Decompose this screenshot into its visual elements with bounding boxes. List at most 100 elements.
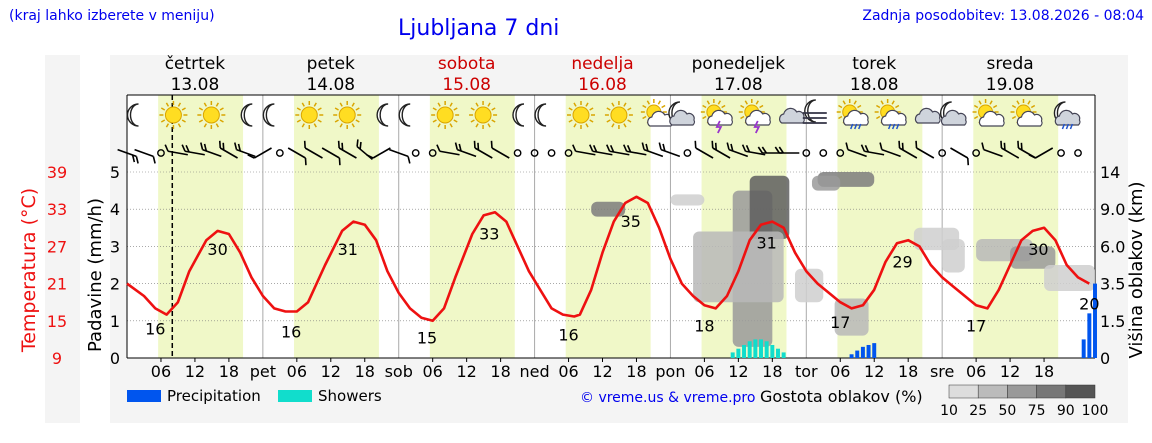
sun-disk xyxy=(164,106,182,124)
temperature-value-label: 17 xyxy=(966,316,986,335)
wind-barb-feather xyxy=(356,139,359,147)
cloud-shape xyxy=(707,109,733,126)
x-hour-tick: 18 xyxy=(1034,362,1054,381)
sun-ray xyxy=(339,123,343,128)
sun-ray xyxy=(203,102,207,107)
sun-ray xyxy=(203,123,207,128)
sun-ray xyxy=(215,102,219,107)
wind-calm-marker xyxy=(157,149,165,157)
day-date: 18.08 xyxy=(850,75,899,95)
sun-ray xyxy=(181,107,186,111)
wind-barb xyxy=(134,148,156,164)
x-hour-tick: 06 xyxy=(558,362,578,381)
cloud-shape xyxy=(978,110,1005,127)
sun-ray xyxy=(989,100,993,105)
sun-ray xyxy=(585,102,589,107)
sun-ray xyxy=(876,115,881,120)
wind-barb xyxy=(898,140,918,159)
wind-barb-feather xyxy=(341,142,344,151)
wind-barb-shaft xyxy=(389,148,409,158)
wind-barb xyxy=(473,140,493,159)
moon-crescent xyxy=(804,99,816,123)
sun-ray xyxy=(740,104,745,109)
wind-barb-shaft xyxy=(167,150,188,156)
wind-barb xyxy=(181,144,205,156)
sun-disk xyxy=(436,106,454,124)
cloud-shape xyxy=(843,109,869,126)
precip-tick-label: 1 xyxy=(110,312,120,331)
temperature-axis-title: Temperatura (°C) xyxy=(18,188,40,353)
cloud-shape xyxy=(1016,110,1043,127)
wind-barb-feather xyxy=(473,140,476,149)
sun-ray xyxy=(475,102,479,107)
rain-drop xyxy=(1069,123,1074,130)
sun-ray xyxy=(1016,100,1020,105)
sun-ray xyxy=(623,123,627,128)
day-date: 19.08 xyxy=(986,75,1035,95)
temperature-tick-label: 27 xyxy=(47,237,67,256)
sun-cloud-icon xyxy=(972,99,1005,127)
sun-ray xyxy=(165,102,170,107)
wind-barb xyxy=(1000,140,1020,159)
sun-ray xyxy=(475,123,479,128)
cloud-area xyxy=(1044,265,1095,292)
sun-storm-icon xyxy=(738,99,771,134)
wind-barb-feather xyxy=(622,144,628,152)
sun-ray xyxy=(198,119,204,123)
sun-disk xyxy=(202,106,220,124)
sun-ray xyxy=(487,102,491,107)
wind-barb-feather xyxy=(901,142,904,151)
wind-barb xyxy=(164,144,188,156)
wind-barb-feather xyxy=(366,154,374,159)
wind-barb-feather xyxy=(185,145,190,153)
wind-barb xyxy=(845,142,867,158)
wind-calm-marker xyxy=(836,149,845,157)
sun-ray xyxy=(992,104,998,109)
wind-barb-feather xyxy=(845,142,849,150)
sun-ray xyxy=(721,104,726,109)
wind-barb xyxy=(950,147,970,166)
sun-ray xyxy=(842,100,846,105)
sun-ray xyxy=(1011,104,1017,109)
sun-ray xyxy=(973,115,979,120)
moon-icon xyxy=(512,103,525,127)
sun-ray xyxy=(165,123,170,128)
x-hour-tick: 18 xyxy=(898,362,918,381)
region-hint[interactable]: (kraj lahko izberete v meniju) xyxy=(9,8,215,24)
wind-barb-feather xyxy=(436,144,441,152)
x-hour-tick: 06 xyxy=(287,362,307,381)
sun-ray xyxy=(296,119,301,123)
wind-barb-feather xyxy=(606,144,611,152)
sun-ray xyxy=(585,123,589,128)
precip-axis-title: Padavine (mm/h) xyxy=(85,198,106,352)
showers-bar xyxy=(764,341,769,358)
sun-ray xyxy=(646,100,651,105)
x-day-tick: pet xyxy=(250,362,276,381)
wind-barb xyxy=(454,142,477,158)
temperature-value-label: 16 xyxy=(558,326,578,345)
wind-barb-feather xyxy=(694,140,697,149)
wind-barb xyxy=(200,142,222,158)
wind-barb-feather xyxy=(778,146,784,154)
cloud-icon xyxy=(914,107,941,124)
cloud-area xyxy=(794,268,824,303)
sun-ray xyxy=(437,102,441,107)
wind-barb xyxy=(589,144,613,156)
rain-drop xyxy=(1061,123,1066,130)
sun-ray xyxy=(219,119,224,123)
wind-barb-feather xyxy=(761,146,767,154)
wind-barb-feather xyxy=(915,140,918,149)
x-hour-tick: 18 xyxy=(626,362,646,381)
wind-barb-feather xyxy=(164,144,169,152)
wind-barb-feather xyxy=(218,140,222,149)
wind-calm-marker xyxy=(411,149,420,157)
wind-barb-shaft xyxy=(253,147,272,159)
sun-ray xyxy=(642,115,647,120)
sun-disk xyxy=(610,106,628,124)
wind-barb-feather xyxy=(745,145,751,153)
x-hour-tick: 06 xyxy=(694,362,714,381)
wind-barb xyxy=(981,142,1003,158)
wind-barb-feather xyxy=(879,142,883,150)
wind-barb-shaft xyxy=(321,147,340,159)
wind-barb xyxy=(366,147,391,159)
